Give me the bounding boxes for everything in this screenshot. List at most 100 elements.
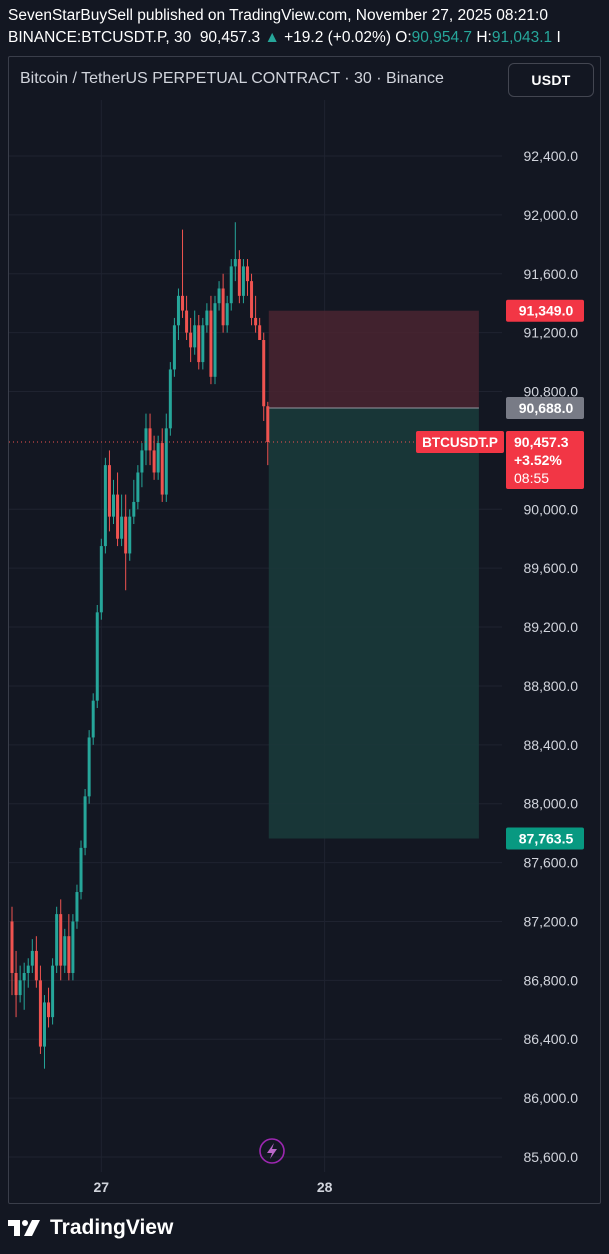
- candle-body: [160, 443, 164, 495]
- symbol-tag-label: BTCUSDT.P: [422, 435, 498, 450]
- candle-body: [156, 443, 160, 473]
- y-axis-tick-label: 90,800.0: [524, 384, 579, 400]
- target-price-label: 87,763.5: [519, 831, 574, 847]
- chart-title: Bitcoin / TetherUS PERPETUAL CONTRACT · …: [20, 70, 444, 87]
- symbol-tag-bg: [416, 430, 504, 453]
- x-axis-tick-label: 28: [317, 1179, 333, 1195]
- candle-body: [176, 295, 180, 326]
- candles: [10, 222, 270, 1069]
- y-axis-tick-label: 88,400.0: [524, 737, 579, 753]
- candle-body: [22, 972, 26, 981]
- y-axis-tick-label: 91,600.0: [524, 266, 579, 282]
- candle-body: [193, 325, 197, 348]
- candle-body: [201, 325, 205, 363]
- candle-body: [14, 972, 18, 996]
- candle-body: [103, 465, 107, 547]
- candle-body: [172, 325, 176, 370]
- lightning-icon[interactable]: [259, 1138, 285, 1164]
- candle-body: [120, 516, 124, 539]
- x-axis-tick-label: 27: [94, 1179, 110, 1195]
- open-value: 90,954.7: [411, 29, 473, 46]
- symbol-label[interactable]: BINANCE:BTCUSDT.P, 30: [8, 29, 192, 46]
- candle-body: [71, 921, 75, 973]
- candle-body: [221, 288, 225, 326]
- tradingview-logo[interactable]: TradingView: [8, 1216, 173, 1240]
- candle-body: [217, 288, 221, 304]
- chart-frame: [8, 56, 601, 1204]
- candle-body: [205, 310, 209, 326]
- high-label: H:: [476, 29, 492, 46]
- candle-body: [189, 332, 193, 348]
- candle-body: [197, 325, 201, 363]
- candle-body: [168, 369, 172, 429]
- candle-body: [258, 325, 262, 341]
- candle-body: [10, 921, 14, 973]
- current-price-label: 90,457.3: [514, 434, 569, 450]
- y-axis-tick-label: 87,600.0: [524, 855, 579, 871]
- candle-body: [181, 295, 185, 311]
- stop-loss-zone: [268, 310, 479, 409]
- entry-price-label-bg: [506, 397, 584, 420]
- candle-body: [51, 965, 55, 1018]
- candle-body: [116, 494, 120, 539]
- price-labels: 91,349.0 90,688.0 87,763.5 90,457.3 +3.52% 08…: [416, 299, 584, 850]
- y-axis-tick-label: 86,400.0: [524, 1031, 579, 1047]
- candle-body: [63, 936, 67, 966]
- candle-body: [26, 965, 30, 973]
- candle-body: [107, 465, 111, 517]
- symbol-info-line: BINANCE:BTCUSDT.P, 30 90,457.3 ▲ +19.2 (…: [8, 29, 561, 47]
- price-change: +19.2 (+0.02%): [284, 29, 391, 46]
- candle-body: [95, 612, 99, 701]
- candle-body: [250, 281, 254, 318]
- publish-info: SevenStarBuySell published on TradingVie…: [8, 7, 548, 24]
- candle-body: [229, 266, 233, 304]
- candle-body: [213, 303, 217, 377]
- candle-body: [136, 472, 140, 502]
- candle-body: [262, 340, 266, 407]
- currency-unit-button[interactable]: USDT: [508, 63, 594, 97]
- stop-price-label: 91,349.0: [519, 303, 574, 319]
- take-profit-zone: [268, 408, 479, 839]
- candle-body: [132, 501, 136, 517]
- entry-price-label: 90,688.0: [519, 400, 574, 416]
- open-label: O:: [395, 29, 412, 46]
- brand-name: TradingView: [50, 1216, 174, 1239]
- candle-body: [38, 980, 42, 1047]
- current-change-label: +3.52%: [514, 452, 562, 468]
- candle-body: [83, 796, 87, 848]
- y-axis-tick-label: 91,200.0: [524, 325, 579, 341]
- stop-price-label-bg: [506, 299, 584, 322]
- candle-body: [254, 317, 258, 326]
- y-axis-tick-label: 89,600.0: [524, 560, 579, 576]
- position-tool: [268, 310, 479, 839]
- candle-body: [233, 259, 237, 267]
- header-trail: I: [556, 29, 561, 46]
- candle-body: [152, 450, 156, 473]
- candle-body: [266, 406, 270, 442]
- tradingview-logo-icon: [8, 1220, 40, 1236]
- candle-body: [47, 1002, 51, 1018]
- candle-body: [55, 914, 59, 966]
- candle-body: [30, 950, 34, 966]
- bar-countdown-label: 08:55: [514, 470, 549, 486]
- x-axis: 27 28: [94, 1179, 333, 1195]
- candle-body: [237, 259, 241, 296]
- target-price-label-bg: [506, 827, 584, 850]
- candle-body: [241, 266, 245, 296]
- candle-body: [79, 847, 83, 893]
- high-value: 91,043.1: [491, 29, 553, 46]
- candle-body: [164, 428, 168, 495]
- candle-body: [140, 450, 144, 473]
- y-axis-tick-label: 87,200.0: [524, 913, 579, 929]
- current-price-box: [506, 430, 584, 489]
- y-axis-tick-label: 85,600.0: [524, 1149, 579, 1165]
- candle-body: [42, 1002, 46, 1047]
- candle-body: [112, 494, 115, 517]
- y-axis-tick-label: 90,000.0: [524, 501, 579, 517]
- candle-body: [91, 700, 95, 738]
- candle-body: [128, 516, 132, 554]
- candle-body: [18, 980, 22, 996]
- candle-body: [185, 310, 189, 333]
- arrow-up-icon: ▲: [264, 29, 280, 46]
